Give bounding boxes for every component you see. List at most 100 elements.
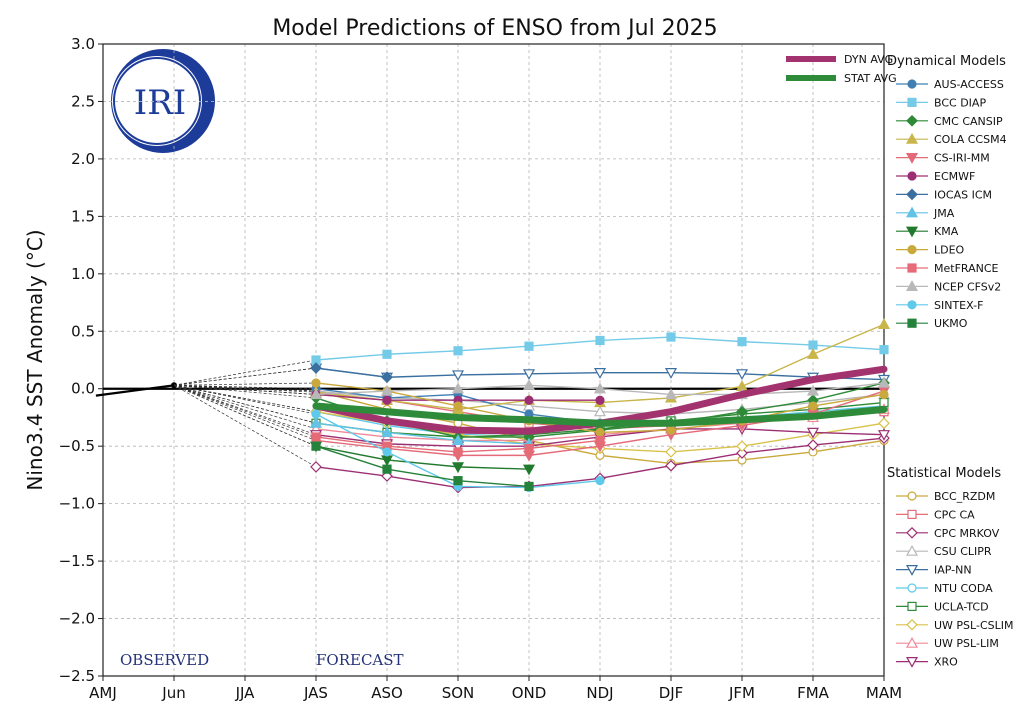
dyn-legend-swatch-marker xyxy=(907,263,917,273)
dyn-series-point-metfrance xyxy=(311,432,321,442)
forecast-connector xyxy=(173,384,317,399)
forecast-connector xyxy=(173,384,317,390)
dyn-legend-swatch-marker xyxy=(905,132,919,144)
dyn-series-point-bcc-diap xyxy=(453,346,463,356)
stat-legend-swatch-marker xyxy=(907,491,917,501)
dyn-series-point-ukmo xyxy=(453,476,463,486)
dyn-series-point-metfrance xyxy=(595,435,605,446)
stat-legend-label: NTU CODA xyxy=(934,582,993,595)
dyn-legend-label: CMC CANSIP xyxy=(934,115,1003,128)
x-tick-label: FMA xyxy=(797,684,830,702)
dyn-series-point-ncep-cfsv2 xyxy=(380,384,394,396)
stat-legend-swatch-marker xyxy=(906,526,918,539)
logo-inner-disc xyxy=(112,56,202,146)
forecast-label: FORECAST xyxy=(316,651,404,669)
legend: DYN AVG STAT AVG Dynamical Models AUS-ACCES… xyxy=(786,53,1013,669)
dyn-legend-swatch-marker xyxy=(907,318,917,328)
y-tick-label: 3.0 xyxy=(71,35,95,53)
dyn-series-point-ldeo xyxy=(879,389,889,400)
dyn-legend-swatch-marker xyxy=(906,114,918,127)
dyn-series-point-cola-ccsm4 xyxy=(806,348,820,359)
dyn-series-point-ncep-cfsv2 xyxy=(664,388,678,400)
stat-series-point-uw-psl-cslim xyxy=(736,440,748,453)
stat-legend-label: CPC CA xyxy=(934,508,975,521)
dyn-legend-swatch-marker xyxy=(907,245,917,255)
avg-legend-label: STAT AVG xyxy=(844,72,897,85)
dyn-series-ukmo xyxy=(311,441,534,491)
stat-legend-label: IAP-NN xyxy=(934,564,972,577)
dyn-series-line-iocas-icm xyxy=(315,367,388,378)
dyn-series-point-bcc-diap xyxy=(382,349,392,359)
dyn-series-point-ecmwf xyxy=(595,395,605,405)
stat-series-point-cpc-mrkov xyxy=(310,461,322,473)
stat-legend-label: XRO xyxy=(934,656,958,669)
dyn-series-point-ecmwf xyxy=(382,395,392,405)
x-tick-label: MAM xyxy=(866,684,902,702)
y-tick-label: −2.5 xyxy=(59,667,95,685)
stat-series-point-iap-nn xyxy=(451,370,465,382)
dyn-series-point-ukmo xyxy=(524,481,534,491)
avg-legend-label: DYN AVG xyxy=(844,53,893,66)
forecast-connector xyxy=(173,384,317,447)
grid xyxy=(102,43,885,677)
y-tick-label: −1.5 xyxy=(59,552,95,570)
forecast-connector xyxy=(173,384,317,392)
dyn-series-point-metfrance xyxy=(524,443,534,454)
dyn-series-point-kma xyxy=(522,464,536,476)
dyn-legend-label: COLA CCSM4 xyxy=(934,133,1007,146)
dyn-series-kma xyxy=(309,441,536,476)
stat-series-point-iap-nn xyxy=(735,369,749,381)
dyn-series-point-ecmwf xyxy=(524,395,534,405)
stat-legend-label: CPC MRKOV xyxy=(934,527,1000,540)
dyn-legend-label: UKMO xyxy=(934,317,968,330)
stat-legend-swatch-marker xyxy=(907,583,917,593)
stat-legend-swatch-marker xyxy=(906,618,918,631)
stat-legend-swatch-marker xyxy=(905,564,919,576)
dyn-legend-title: Dynamical Models xyxy=(887,54,1006,69)
dyn-series-point-bcc-diap xyxy=(666,332,676,342)
dyn-series-iocas-icm xyxy=(310,362,393,384)
dyn-series-point-kma xyxy=(451,462,465,474)
plot-frame xyxy=(102,43,885,677)
x-tick-label: NDJ xyxy=(586,684,613,702)
dyn-series-point-sintex-f xyxy=(382,447,392,457)
x-tick-label: AMJ xyxy=(89,684,117,702)
dyn-legend-swatch-marker xyxy=(905,153,919,164)
observed-label: OBSERVED xyxy=(120,651,209,669)
avg-line-stat-avg xyxy=(312,402,888,427)
y-tick-label: −1.0 xyxy=(59,495,95,513)
stat-series-point-iap-nn xyxy=(593,368,607,379)
y-tick-label: 2.0 xyxy=(71,150,95,168)
forecast-connector xyxy=(173,384,317,438)
forecast-connector xyxy=(173,367,317,386)
dyn-legend-swatch-marker xyxy=(907,97,917,108)
dyn-legend-swatch-marker xyxy=(905,206,919,218)
dyn-series-line-jma xyxy=(315,422,530,445)
logo-inner-ring xyxy=(113,57,201,145)
dyn-series-metfrance xyxy=(311,432,605,457)
dyn-series-point-ncep-cfsv2 xyxy=(309,388,323,400)
stat-legend-label: UCLA-TCD xyxy=(934,600,989,613)
stat-legend-label: BCC_RZDM xyxy=(934,490,995,503)
logo-text: IRI xyxy=(134,83,186,123)
dyn-legend-label: JMA xyxy=(933,207,955,220)
y-tick-label: −2.0 xyxy=(59,610,95,628)
dyn-series-point-ncep-cfsv2 xyxy=(522,379,536,390)
dyn-series-bcc-diap xyxy=(311,332,889,365)
dyn-legend-label: AUS-ACCESS xyxy=(934,78,1004,91)
dyn-legend-swatch-marker xyxy=(905,280,919,291)
forecast-connector xyxy=(173,382,317,386)
dyn-legend-swatch-marker xyxy=(907,79,917,89)
dyn-legend-label: CS-IRI-MM xyxy=(934,152,990,165)
dyn-series-point-ncep-cfsv2 xyxy=(877,376,891,388)
x-tick-label: OND xyxy=(512,684,547,702)
forecast-connector xyxy=(173,384,317,413)
dyn-legend-label: KMA xyxy=(934,225,959,238)
stat-legend-title: Statistical Models xyxy=(887,466,1001,481)
iri-logo: IRI xyxy=(111,49,215,153)
dyn-series-line-ukmo xyxy=(315,445,530,488)
dyn-series-point-jma xyxy=(451,434,465,446)
dyn-series-point-jma xyxy=(309,416,323,428)
dyn-legend-label: LDEO xyxy=(934,244,965,257)
